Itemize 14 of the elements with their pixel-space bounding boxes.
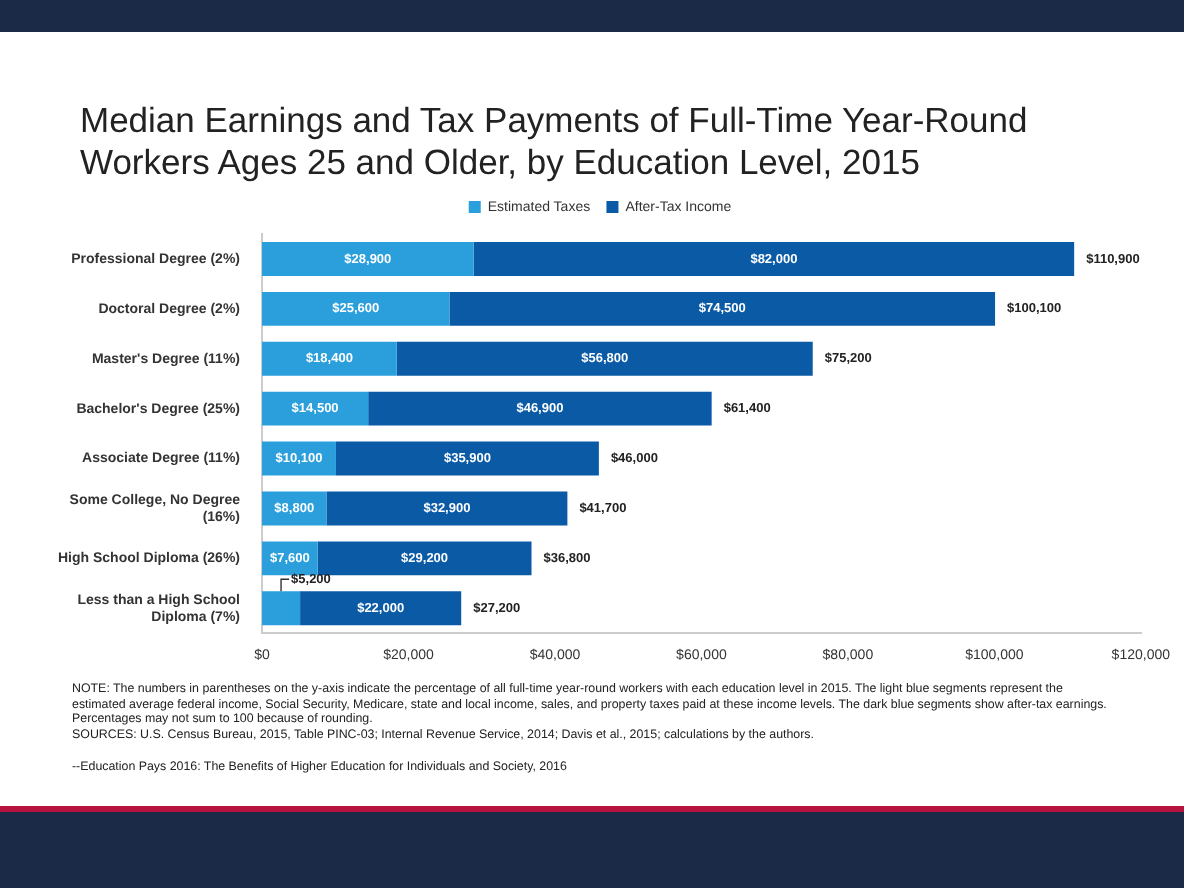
bar [335, 441, 599, 476]
bar [449, 291, 996, 326]
bar [262, 591, 301, 626]
chart-title: Median Earnings and Tax Payments of Full-Time Year-Round Workers Ages 25 and Older, by Education Level, 2015 [80, 100, 1030, 184]
bar [326, 491, 568, 526]
bar [368, 391, 712, 426]
bar [396, 341, 813, 376]
bar [262, 241, 474, 276]
bar [262, 291, 450, 326]
bar [262, 341, 397, 376]
bar [473, 241, 1075, 276]
bar [317, 541, 532, 576]
bar [300, 591, 462, 626]
bar [262, 391, 369, 426]
